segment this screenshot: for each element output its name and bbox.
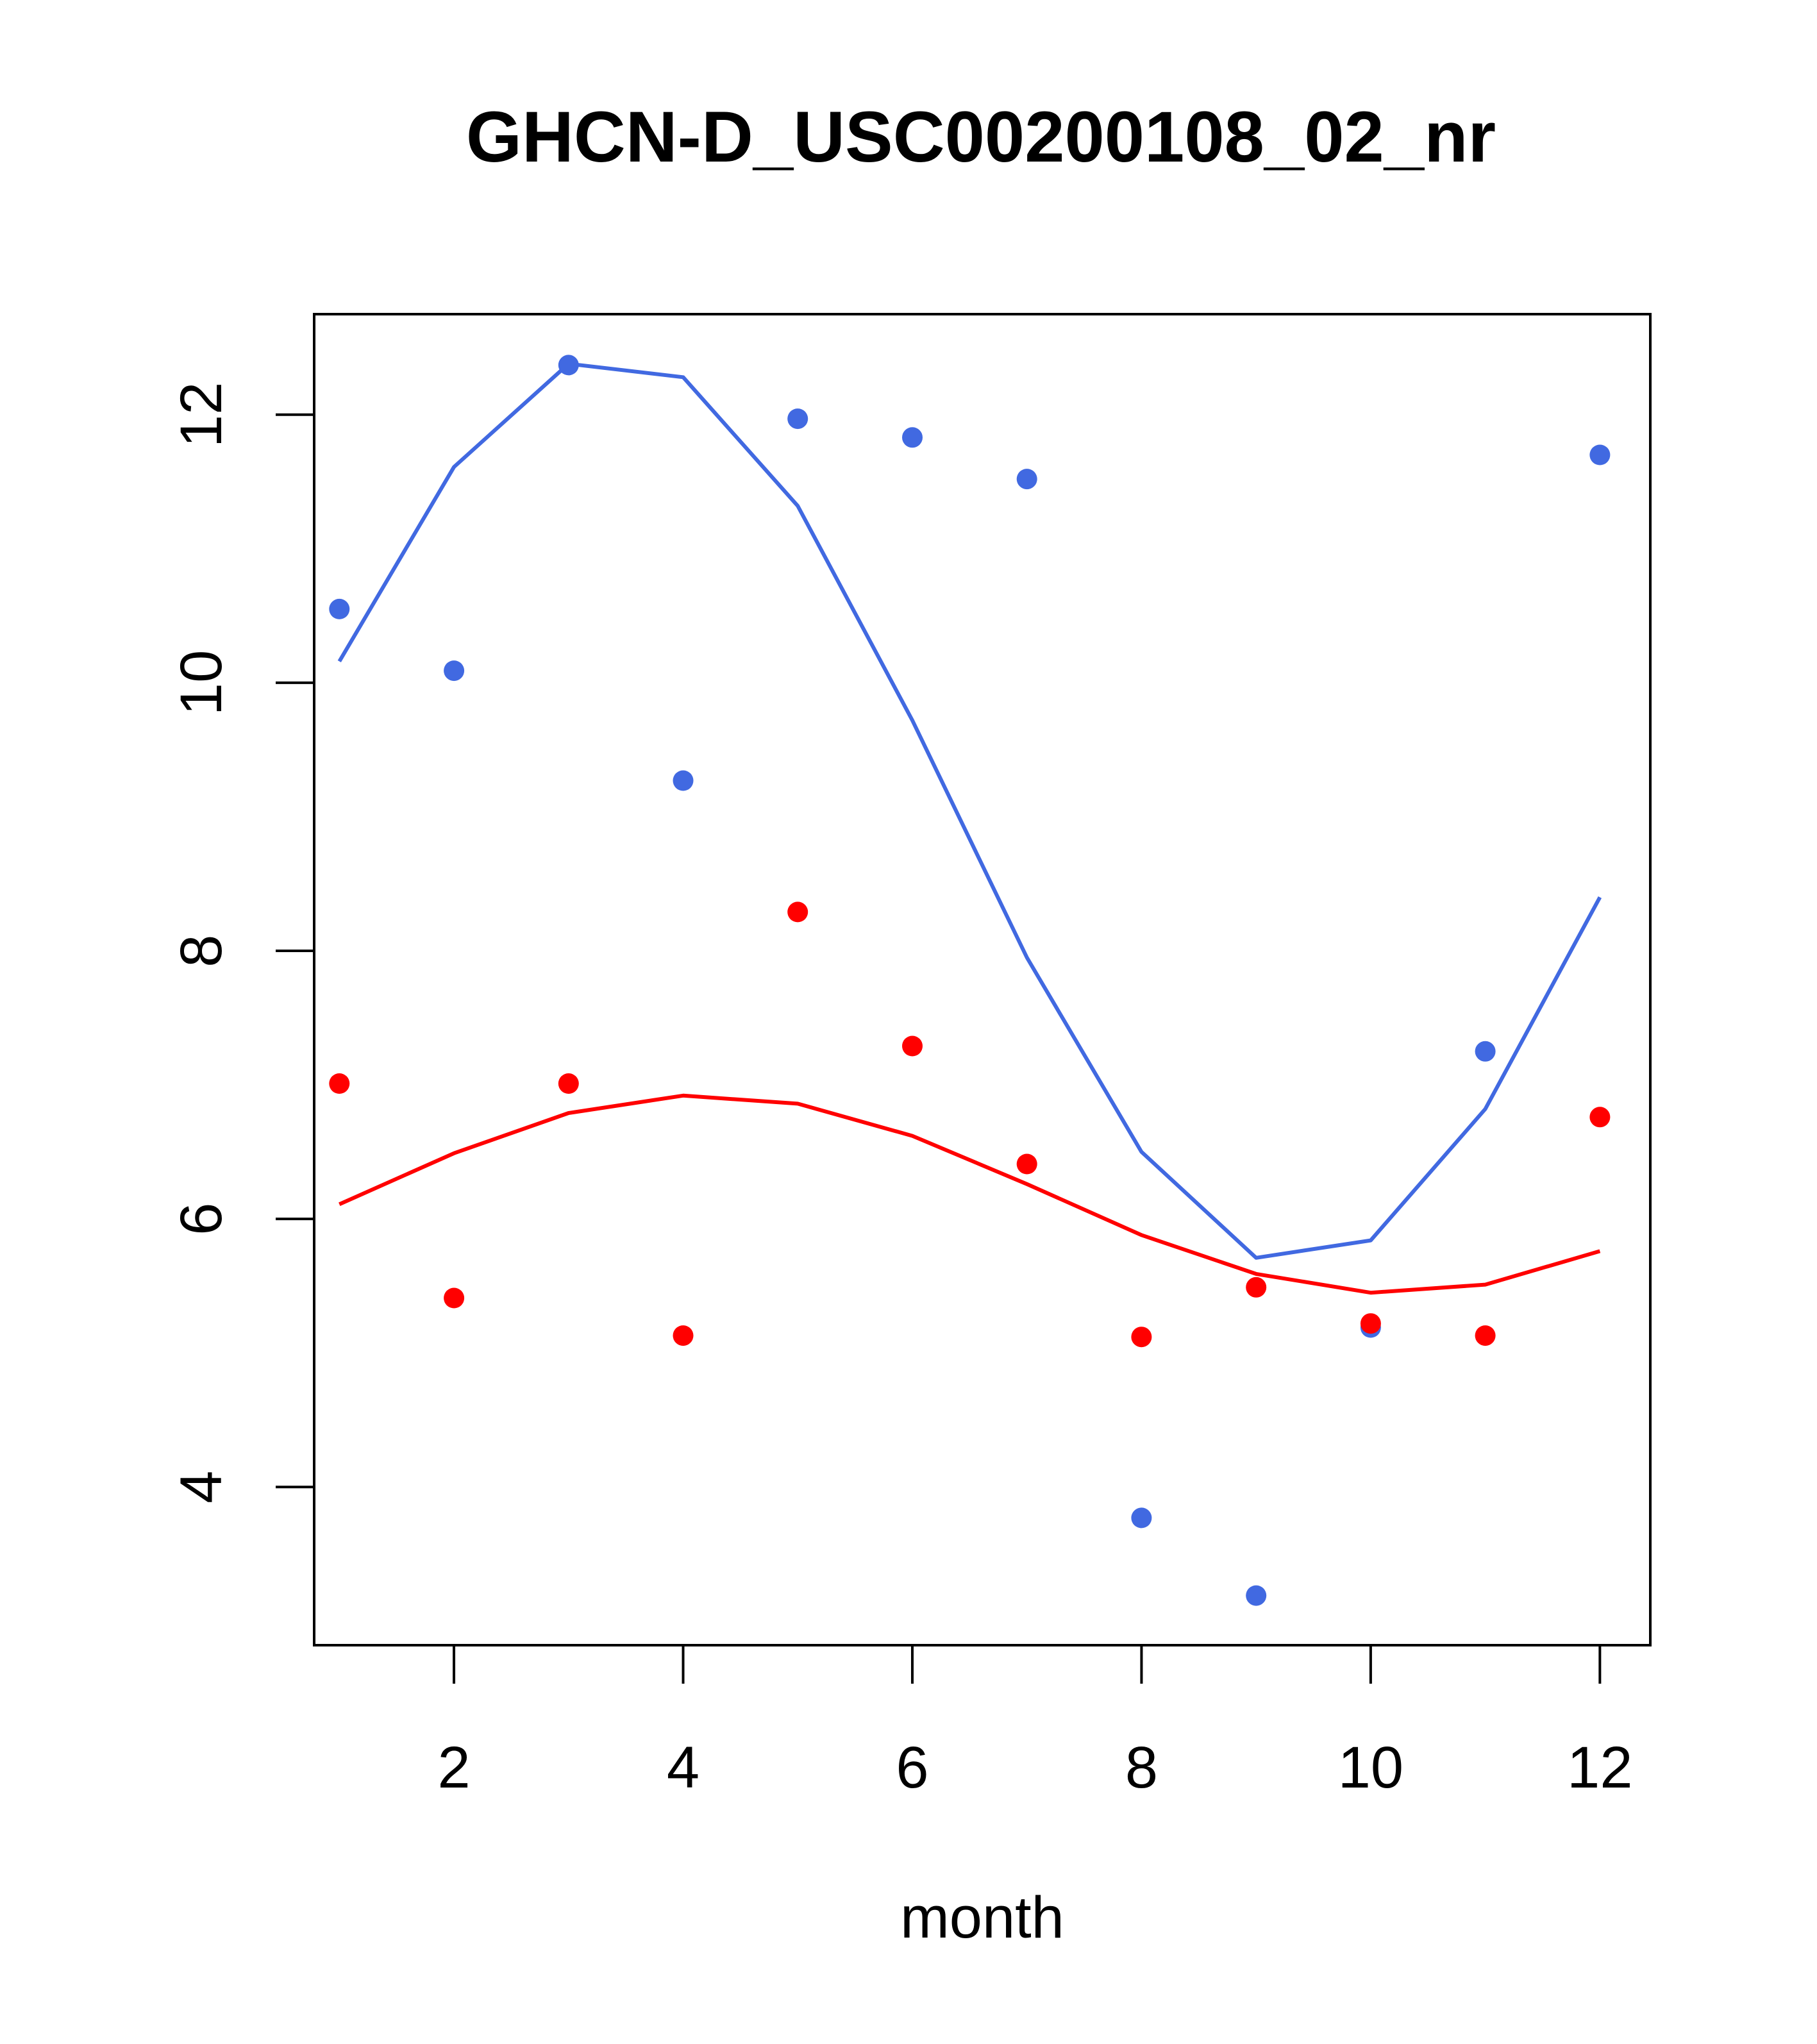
series-1-line (337, 362, 1602, 1260)
series-0-point-2 (444, 660, 465, 682)
x-tick-label-6: 6 (896, 1735, 928, 1800)
series-2-point-7 (1016, 1153, 1037, 1175)
series-0-point-11 (1475, 1041, 1496, 1062)
y-tick-label-8: 8 (169, 935, 234, 968)
x-tick-label-12: 12 (1567, 1735, 1632, 1800)
series-0-point-9 (1246, 1585, 1267, 1606)
series-2-point-2 (444, 1287, 465, 1309)
series-0-point-12 (1589, 444, 1611, 465)
x-axis-label: month (900, 1885, 1064, 1950)
series-0-point-1 (329, 598, 350, 619)
series-0-point-5 (787, 408, 808, 430)
chart-title: GHCN-D_USC00200108_02_nr (466, 97, 1496, 177)
series-2-point-1 (329, 1073, 350, 1094)
series-2-point-5 (787, 901, 808, 923)
y-tick-label-4: 4 (169, 1471, 234, 1504)
x-tick-label-2: 2 (437, 1735, 470, 1800)
series-2-point-12 (1589, 1107, 1611, 1128)
y-tick-label-12: 12 (169, 382, 234, 448)
series-2-point-6 (902, 1035, 923, 1057)
y-tick-label-6: 6 (169, 1203, 234, 1236)
series-0-point-8 (1131, 1507, 1152, 1529)
series-2-point-10 (1360, 1313, 1381, 1334)
series-0-point-6 (902, 427, 923, 448)
y-tick-label-10: 10 (169, 650, 234, 716)
series-0-point-3 (558, 355, 579, 376)
x-tick-label-8: 8 (1125, 1735, 1158, 1800)
x-tick-label-4: 4 (667, 1735, 699, 1800)
series-2-point-11 (1475, 1325, 1496, 1346)
y-axis: 4 6 8 10 12 (169, 382, 314, 1504)
series-2-point-8 (1131, 1327, 1152, 1348)
series-2-point-3 (558, 1073, 579, 1094)
series-layer (329, 355, 1611, 1606)
series-0-point-4 (673, 770, 694, 791)
series-2-point-4 (673, 1325, 694, 1346)
series-3-line (339, 1093, 1601, 1295)
series-2-point-9 (1246, 1277, 1267, 1298)
x-tick-label-10: 10 (1338, 1735, 1403, 1800)
plot-frame (313, 313, 1652, 1646)
x-axis: 2 4 6 8 10 12 (437, 1645, 1633, 1800)
series-0-point-7 (1016, 469, 1037, 490)
